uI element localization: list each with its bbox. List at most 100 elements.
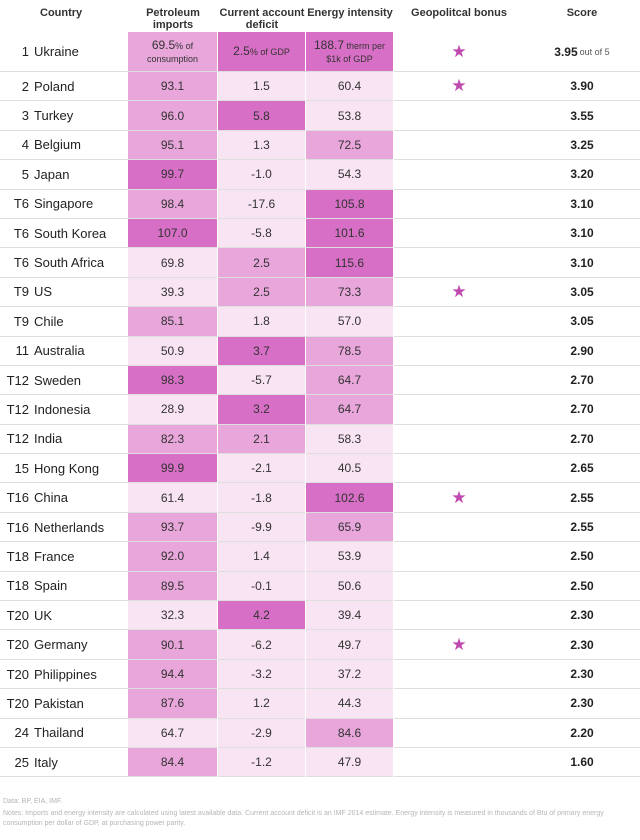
country-name: Ukraine — [34, 44, 79, 59]
deficit-value: 3.7 — [253, 343, 270, 358]
score-cell: 2.50 — [524, 542, 640, 572]
deficit-value: 3.2 — [253, 402, 270, 417]
deficit-value: -6.2 — [251, 637, 272, 652]
petroleum-value-wrap: 69.5% of consumption — [128, 39, 217, 65]
petroleum-value: 69.5 — [151, 37, 176, 52]
deficit-value: -3.2 — [251, 667, 272, 681]
score-value: 3.05 — [570, 314, 594, 329]
header-country: Country — [40, 7, 83, 19]
energy-value: 44.3 — [337, 696, 362, 711]
deficit-cell: -5.7 — [218, 365, 305, 396]
country-name: China — [34, 490, 68, 506]
score-cell: 2.30 — [524, 630, 640, 660]
score-value: 2.65 — [570, 461, 594, 476]
country-name: US — [34, 284, 53, 300]
deficit-cell: -0.1 — [218, 571, 305, 602]
petroleum-value: 87.6 — [160, 696, 185, 711]
star-icon: ★ — [451, 634, 467, 654]
score-cell: 3.55 — [524, 101, 640, 131]
petroleum-unit: % of consumption — [146, 40, 199, 64]
energy-cell: 39.4 — [306, 601, 393, 631]
deficit-value: 1.2 — [253, 696, 270, 711]
score-value: 3.95 — [554, 44, 578, 59]
country-cell: UK — [34, 601, 128, 631]
star-icon: ★ — [451, 41, 467, 61]
deficit-cell: 2.1 — [218, 424, 305, 455]
deficit-cell: -1.2 — [218, 747, 305, 778]
deficit-value: 2.5 — [253, 255, 270, 270]
country-cell: Singapore — [34, 190, 128, 219]
rank-cell: 15 — [0, 454, 34, 484]
petroleum-cell: 50.9 — [128, 336, 217, 366]
rank-value: T9 — [13, 284, 29, 300]
petroleum-value: 84.4 — [160, 755, 185, 770]
country-name: Singapore — [34, 196, 94, 212]
score-value: 3.05 — [570, 284, 594, 299]
country-cell: China — [34, 483, 128, 513]
rank-value: T6 — [13, 196, 29, 212]
deficit-value: -2.9 — [251, 725, 272, 740]
deficit-value: -1.2 — [251, 755, 272, 770]
geopolitical-bonus-cell — [394, 454, 524, 484]
header-petroleum: Petroleum imports — [146, 7, 200, 31]
geopolitical-bonus-cell — [394, 160, 524, 190]
rank-cell: T6 — [0, 190, 34, 219]
deficit-value: 2.5 — [253, 284, 270, 299]
rank-cell: T20 — [0, 660, 34, 690]
deficit-cell: 1.4 — [218, 542, 305, 572]
deficit-value: 1.8 — [253, 314, 270, 329]
petroleum-cell: 64.7 — [128, 718, 217, 748]
score-cell: 2.55 — [524, 513, 640, 543]
energy-value: 105.8 — [334, 196, 365, 211]
score-cell: 2.70 — [524, 395, 640, 425]
geopolitical-bonus-cell: ★ — [394, 72, 524, 102]
score-cell: 3.10 — [524, 190, 640, 219]
petroleum-value: 69.8 — [160, 255, 185, 270]
energy-value: 60.4 — [337, 79, 362, 94]
country-name: Japan — [34, 166, 70, 182]
country-name: Thailand — [34, 725, 84, 741]
deficit-cell: 1.2 — [218, 689, 305, 719]
country-cell: Thailand — [34, 719, 128, 748]
rank-cell: 1 — [0, 32, 34, 72]
country-name: Philippines — [34, 666, 97, 682]
deficit-value: 2.5 — [233, 44, 250, 58]
petroleum-cell: 98.4 — [128, 189, 217, 219]
rank-cell: T20 — [0, 630, 34, 660]
deficit-cell: -3.2 — [218, 659, 305, 690]
geopolitical-bonus-cell — [394, 689, 524, 719]
country-name: Germany — [34, 637, 88, 653]
score-cell: 2.70 — [524, 425, 640, 455]
country-cell: Japan — [34, 160, 128, 190]
energy-cell: 49.7 — [306, 630, 393, 660]
energy-cell: 115.6 — [306, 248, 393, 278]
rank-value: T12 — [6, 372, 29, 388]
country-cell: South Africa — [34, 248, 128, 278]
country-cell: Australia — [34, 337, 128, 366]
energy-cell: 54.3 — [306, 160, 393, 190]
deficit-value: -2.1 — [251, 461, 272, 476]
deficit-cell: -2.9 — [218, 718, 305, 748]
energy-cell: 64.7 — [306, 395, 393, 425]
rank-value: T18 — [6, 578, 29, 594]
score-value: 3.10 — [570, 226, 594, 241]
petroleum-value: 92.0 — [160, 549, 185, 564]
petroleum-cell: 87.6 — [128, 689, 217, 719]
rank-value: T6 — [13, 255, 29, 271]
deficit-value: -0.1 — [251, 578, 272, 593]
energy-value: 84.6 — [337, 725, 362, 740]
rank-value: T12 — [6, 401, 29, 417]
score-cell: 1.60 — [524, 748, 640, 778]
rank-value: 2 — [21, 78, 29, 94]
petroleum-value: 98.3 — [160, 373, 185, 388]
country-name: Indonesia — [34, 401, 91, 417]
country-cell: Hong Kong — [34, 454, 128, 484]
rank-value: T20 — [6, 637, 29, 653]
deficit-value: -1.0 — [251, 167, 272, 182]
energy-cell: 37.2 — [306, 659, 393, 690]
score-value: 2.70 — [570, 431, 594, 446]
country-name: Italy — [34, 754, 58, 770]
rank-cell: T16 — [0, 513, 34, 543]
rank-cell: T16 — [0, 483, 34, 513]
petroleum-cell: 96.0 — [128, 101, 217, 131]
